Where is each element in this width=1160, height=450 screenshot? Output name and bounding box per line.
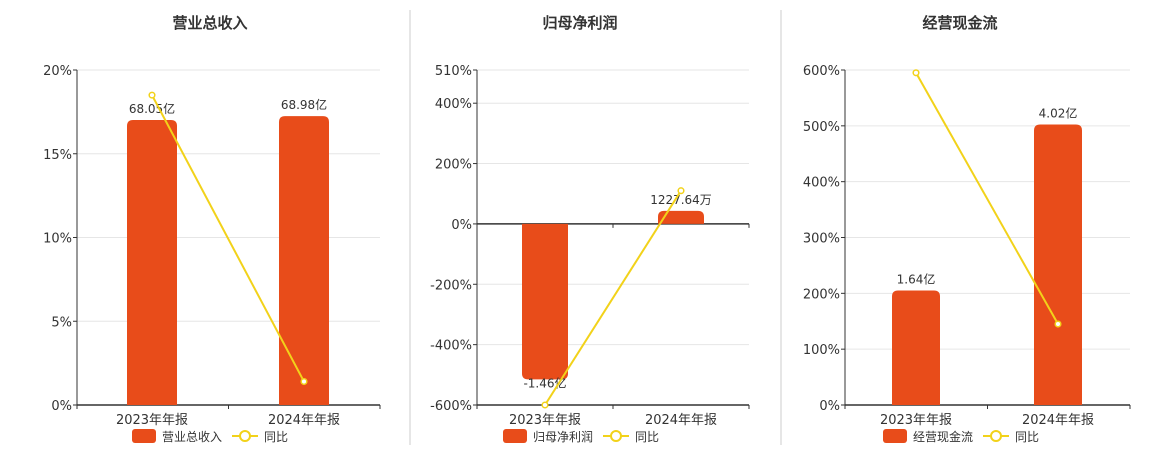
- x-category-label: 2024年年报: [268, 413, 340, 428]
- chart-title: 经营现金流: [922, 14, 997, 32]
- y-tick-label: 400%: [435, 97, 472, 112]
- legend-bar-swatch: [503, 429, 527, 443]
- yoy-point: [541, 401, 549, 409]
- x-category-label: 2023年年报: [880, 413, 952, 428]
- chart-title: 营业总收入: [172, 14, 247, 32]
- bar-data-label: 1227.64万: [650, 193, 712, 207]
- yoy-point: [148, 91, 156, 99]
- chart-panel-1: 营业总收入 0% 5% 10% 15% 20% 68.05亿 2023年年报 68.98亿 202…: [43, 14, 381, 444]
- legend-bar-swatch: [883, 429, 907, 443]
- x-category-label: 2023年年报: [116, 413, 188, 428]
- legend-bar-label: 经营现金流: [913, 429, 973, 444]
- bar: [892, 290, 940, 405]
- y-tick-label: 20%: [43, 64, 72, 79]
- y-tick-label: 510%: [435, 64, 472, 79]
- yoy-line: [544, 190, 682, 406]
- bar-data-label: 68.05亿: [129, 101, 175, 116]
- y-tick-label: 300%: [803, 232, 840, 247]
- yoy-point: [912, 69, 920, 77]
- y-tick-label: 10%: [43, 232, 72, 247]
- y-tick-label: 0%: [451, 218, 472, 233]
- y-tick-label: 200%: [803, 287, 840, 302]
- x-category-label: 2024年年报: [1022, 413, 1094, 428]
- legend-line-label: 同比: [1015, 430, 1039, 444]
- yoy-point: [677, 187, 685, 195]
- y-tick-label: 500%: [803, 120, 840, 135]
- yoy-line: [915, 72, 1059, 325]
- legend-line-marker: [990, 430, 1002, 442]
- legend-line-label: 同比: [264, 430, 288, 444]
- y-tick-label: -600%: [430, 399, 472, 414]
- y-tick-label: 100%: [803, 343, 840, 358]
- y-tick-label: 5%: [51, 315, 72, 330]
- chart-panel-3: 经营现金流 0% 100% 200% 300% 400% 500% 600% 1.64亿 2023…: [803, 14, 1131, 444]
- x-category-label: 2024年年报: [645, 413, 717, 428]
- legend-bar-label: 营业总收入: [162, 430, 222, 444]
- bar: [279, 116, 329, 406]
- yoy-line: [151, 94, 305, 383]
- y-tick-label: 0%: [51, 399, 72, 414]
- y-tick-label: -400%: [430, 339, 472, 354]
- chart-panel-2: 归母净利润-600%-400%-200%0%200%400%510%-1.46亿…: [430, 14, 750, 444]
- x-category-label: 2023年年报: [509, 413, 581, 428]
- bar-data-label: 68.98亿: [281, 97, 327, 112]
- y-tick-label: 200%: [435, 158, 472, 173]
- bar: [1034, 124, 1082, 405]
- bar: [127, 120, 177, 406]
- y-tick-label: 600%: [803, 64, 840, 79]
- yoy-point: [1054, 320, 1062, 328]
- bar-data-label: 1.64亿: [897, 272, 936, 287]
- y-tick-label: 400%: [803, 176, 840, 191]
- y-tick-label: 0%: [819, 399, 840, 414]
- y-tick-label: -200%: [430, 278, 472, 293]
- legend-line-label: 同比: [635, 430, 659, 444]
- bar: [522, 223, 568, 380]
- bar: [658, 210, 704, 224]
- yoy-point: [300, 378, 308, 386]
- chart-title: 归母净利润: [542, 14, 617, 32]
- y-tick-label: 15%: [43, 148, 72, 163]
- legend-line-marker: [239, 430, 251, 442]
- legend-bar-label: 归母净利润: [533, 430, 593, 444]
- legend-line-marker: [610, 430, 622, 442]
- bar-data-label: 4.02亿: [1039, 105, 1078, 120]
- legend-bar-swatch: [132, 429, 156, 443]
